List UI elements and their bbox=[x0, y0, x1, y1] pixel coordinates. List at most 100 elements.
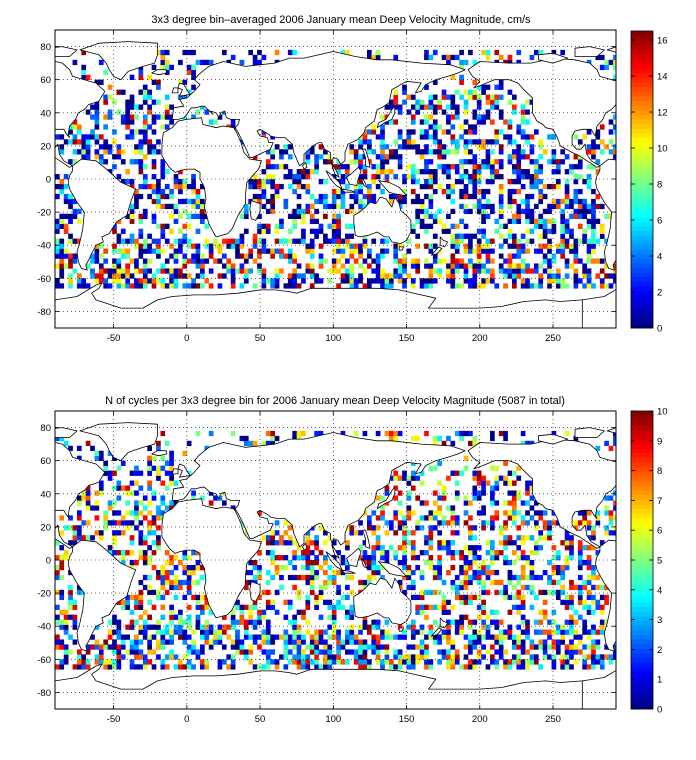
bin-cell bbox=[498, 649, 504, 655]
bin-cell bbox=[59, 238, 65, 244]
bin-cell bbox=[446, 188, 451, 195]
bin-cell bbox=[481, 609, 486, 615]
bin-cell bbox=[243, 530, 249, 536]
bin-cell bbox=[507, 89, 513, 95]
bin-cell bbox=[90, 634, 95, 640]
bin-cell bbox=[68, 515, 73, 521]
bin-cell bbox=[151, 198, 157, 205]
bin-cell bbox=[160, 114, 166, 120]
bin-cell bbox=[327, 654, 333, 660]
bin-cell bbox=[591, 233, 596, 239]
bin-cell bbox=[147, 445, 152, 452]
bin-cell bbox=[582, 584, 587, 591]
bin-cell bbox=[529, 179, 535, 185]
bin-cell bbox=[200, 574, 205, 581]
bin-cell bbox=[538, 263, 544, 269]
bin-cell bbox=[270, 134, 276, 140]
bin-cell bbox=[463, 203, 469, 210]
bin-cell bbox=[169, 614, 174, 620]
bin-cell bbox=[160, 233, 166, 239]
bin-cell bbox=[331, 614, 337, 620]
bin-cell bbox=[120, 634, 126, 640]
bin-cell bbox=[186, 634, 192, 640]
bin-cell bbox=[160, 188, 166, 195]
bin-cell bbox=[129, 644, 135, 650]
bin-cell bbox=[314, 555, 319, 561]
bin-cell bbox=[314, 644, 319, 650]
bin-cell bbox=[116, 109, 122, 115]
bin-cell bbox=[547, 283, 552, 289]
bin-cell bbox=[63, 654, 69, 660]
bin-cell bbox=[98, 273, 104, 279]
bin-cell bbox=[577, 584, 583, 591]
colorbar-swatch bbox=[631, 448, 653, 454]
bin-cell bbox=[564, 604, 570, 610]
bin-cell bbox=[292, 223, 297, 229]
bin-cell bbox=[424, 500, 429, 506]
bin-cell bbox=[305, 159, 311, 165]
bin-cell bbox=[182, 238, 188, 244]
bin-cell bbox=[547, 629, 552, 635]
bin-cell bbox=[490, 579, 495, 586]
bin-cell bbox=[296, 545, 302, 551]
bin-cell bbox=[156, 248, 161, 254]
bin-cell bbox=[520, 129, 526, 135]
bin-cell bbox=[265, 589, 271, 596]
bin-cell bbox=[547, 203, 552, 210]
bin-cell bbox=[309, 213, 315, 220]
bin-cell bbox=[402, 520, 407, 526]
bin-cell bbox=[200, 634, 205, 640]
bin-cell bbox=[481, 584, 486, 591]
bin-cell bbox=[134, 268, 139, 274]
bin-cell bbox=[336, 283, 341, 289]
y-tick-label: -60 bbox=[37, 655, 51, 666]
bin-cell bbox=[450, 104, 456, 110]
bin-cell bbox=[265, 149, 271, 155]
bin-cell bbox=[68, 218, 73, 224]
bin-cell bbox=[265, 535, 271, 541]
bin-cell bbox=[156, 629, 161, 635]
bin-cell bbox=[441, 94, 447, 100]
bin-cell bbox=[481, 604, 486, 610]
bin-cell bbox=[490, 609, 495, 615]
bin-cell bbox=[428, 169, 434, 175]
bin-cell bbox=[380, 629, 385, 635]
bin-cell bbox=[257, 238, 262, 244]
bin-cell bbox=[432, 569, 438, 576]
bin-cell bbox=[371, 193, 377, 200]
bin-cell bbox=[129, 535, 135, 541]
bin-cell bbox=[134, 104, 139, 110]
bin-cell bbox=[270, 435, 276, 442]
bin-cell bbox=[261, 629, 267, 635]
bin-cell bbox=[296, 208, 302, 215]
bin-cell bbox=[512, 644, 517, 650]
bin-cell bbox=[301, 564, 306, 571]
bin-cell bbox=[142, 515, 148, 521]
bin-cell bbox=[512, 179, 517, 185]
bin-cell bbox=[529, 213, 535, 220]
colorbar-swatch bbox=[631, 160, 653, 166]
bin-cell bbox=[498, 430, 504, 437]
bin-cell bbox=[292, 179, 297, 185]
bin-cell bbox=[498, 144, 504, 150]
bin-cell bbox=[134, 114, 139, 120]
bin-cell bbox=[169, 273, 174, 279]
bin-cell bbox=[129, 550, 135, 556]
bin-cell bbox=[410, 629, 416, 635]
colorbar-tick-label: 1 bbox=[657, 675, 662, 686]
bin-cell bbox=[432, 500, 438, 506]
bin-cell bbox=[551, 510, 557, 516]
bin-cell bbox=[375, 624, 381, 630]
bin-cell bbox=[468, 193, 473, 200]
colorbar-swatch bbox=[631, 263, 653, 269]
bin-cell bbox=[349, 263, 355, 269]
bin-cell bbox=[485, 84, 491, 90]
bin-cell bbox=[410, 584, 416, 591]
bin-cell bbox=[613, 263, 616, 269]
bin-cell bbox=[415, 233, 421, 239]
bin-cell bbox=[547, 634, 552, 640]
bin-cell bbox=[59, 258, 65, 264]
bin-cell bbox=[353, 283, 359, 289]
bin-cell bbox=[608, 530, 614, 536]
bin-cell bbox=[402, 268, 407, 274]
